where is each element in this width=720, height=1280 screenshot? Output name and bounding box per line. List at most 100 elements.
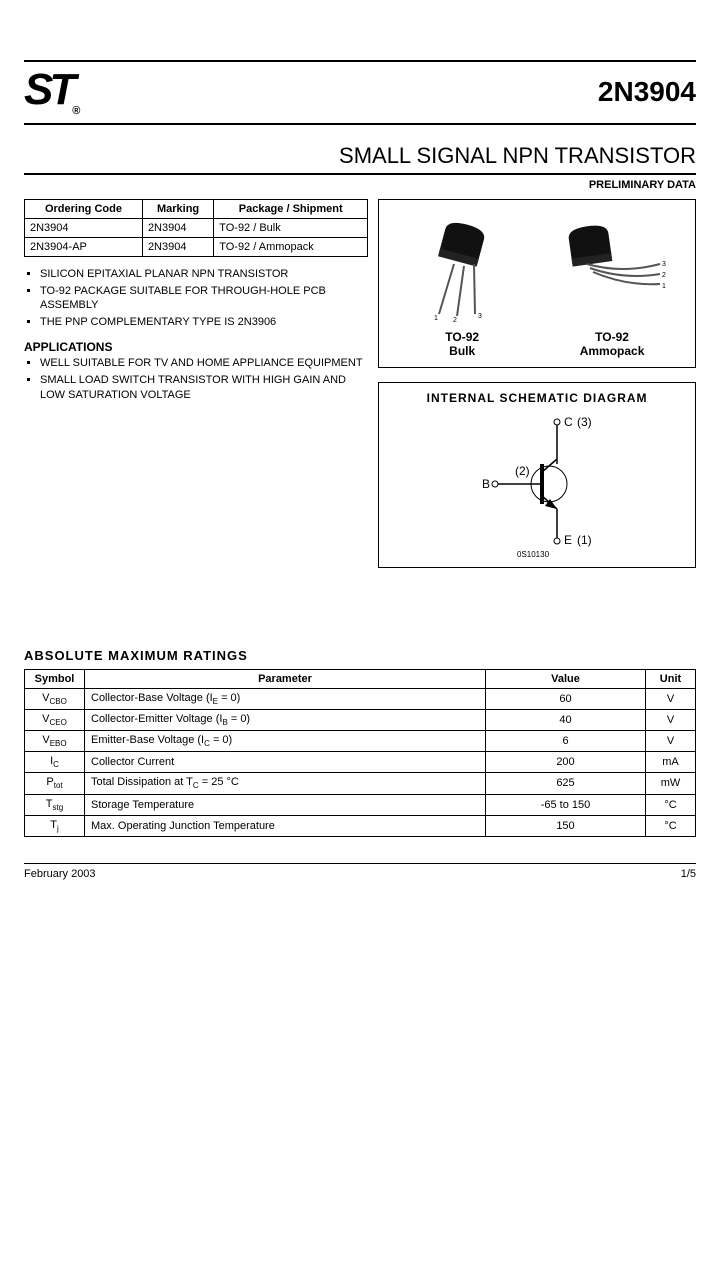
- left-column: Ordering Code Marking Package / Shipment…: [24, 199, 368, 568]
- applications-list: WELL SUITABLE FOR TV AND HOME APPLIANCE …: [24, 356, 368, 403]
- svg-text:(1): (1): [577, 533, 592, 547]
- ordering-cell: TO-92 / Bulk: [214, 218, 368, 237]
- ratings-row: TjMax. Operating Junction Temperature150…: [25, 815, 696, 836]
- footer: February 2003 1/5: [24, 863, 696, 880]
- ratings-symbol: VEBO: [25, 730, 85, 751]
- feature-item: THE PNP COMPLEMENTARY TYPE IS 2N3906: [40, 315, 368, 330]
- ratings-value: 60: [486, 688, 646, 709]
- ratings-col-symbol: Symbol: [25, 669, 85, 688]
- ratings-unit: V: [646, 709, 696, 730]
- ratings-value: -65 to 150: [486, 794, 646, 815]
- header-bottom-rule: [24, 123, 696, 125]
- ratings-block: ABSOLUTE MAXIMUM RATINGS Symbol Paramete…: [24, 648, 696, 837]
- ratings-row: PtotTotal Dissipation at TC = 25 °C625mW: [25, 773, 696, 794]
- ratings-parameter: Storage Temperature: [85, 794, 486, 815]
- ratings-parameter: Collector-Emitter Voltage (IB = 0): [85, 709, 486, 730]
- logo-text: ST: [24, 65, 72, 114]
- ordering-row: 2N3904 2N3904 TO-92 / Bulk: [25, 218, 368, 237]
- package-label: TO-92 Ammopack: [537, 330, 687, 359]
- to92-ammopack-icon: 3 2 1: [552, 214, 672, 324]
- footer-date: February 2003: [24, 868, 96, 880]
- ratings-row: VEBOEmitter-Base Voltage (IC = 0)6V: [25, 730, 696, 751]
- application-item: WELL SUITABLE FOR TV AND HOME APPLIANCE …: [40, 356, 368, 371]
- ordering-cell: TO-92 / Ammopack: [214, 237, 368, 256]
- feature-item: SILICON EPITAXIAL PLANAR NPN TRANSISTOR: [40, 267, 368, 282]
- svg-text:C: C: [564, 415, 573, 429]
- ordering-cell: 2N3904: [142, 218, 213, 237]
- ratings-row: ICCollector Current200mA: [25, 752, 696, 773]
- features-list: SILICON EPITAXIAL PLANAR NPN TRANSISTOR …: [24, 267, 368, 330]
- ratings-parameter: Collector-Base Voltage (IE = 0): [85, 688, 486, 709]
- title-block: SMALL SIGNAL NPN TRANSISTOR PRELIMINARY …: [24, 139, 696, 191]
- registered-mark: ®: [72, 105, 80, 117]
- ordering-cell: 2N3904: [25, 218, 143, 237]
- document-title: SMALL SIGNAL NPN TRANSISTOR: [24, 139, 696, 173]
- ratings-symbol: VCBO: [25, 688, 85, 709]
- schematic-title: INTERNAL SCHEMATIC DIAGRAM: [387, 391, 687, 405]
- header-block: ST® 2N3904: [24, 60, 696, 125]
- ordering-cell: 2N3904: [142, 237, 213, 256]
- ratings-title: ABSOLUTE MAXIMUM RATINGS: [24, 648, 696, 663]
- svg-text:1: 1: [662, 283, 666, 290]
- svg-text:1: 1: [434, 315, 438, 322]
- package-images: 1 2 3 TO-92 Bulk: [387, 214, 687, 359]
- schematic-box: INTERNAL SCHEMATIC DIAGRAM C (3) B (2) E…: [378, 382, 696, 568]
- ordering-col-code: Ordering Code: [25, 199, 143, 218]
- st-logo: ST®: [24, 68, 80, 117]
- ratings-parameter: Collector Current: [85, 752, 486, 773]
- ordering-row: 2N3904-AP 2N3904 TO-92 / Ammopack: [25, 237, 368, 256]
- ordering-col-package: Package / Shipment: [214, 199, 368, 218]
- ratings-unit: °C: [646, 815, 696, 836]
- ratings-row: TstgStorage Temperature-65 to 150°C: [25, 794, 696, 815]
- svg-text:2: 2: [662, 272, 666, 279]
- footer-page: 1/5: [681, 868, 696, 880]
- ratings-symbol: Ptot: [25, 773, 85, 794]
- ratings-unit: mW: [646, 773, 696, 794]
- ratings-value: 150: [486, 815, 646, 836]
- ratings-unit: mA: [646, 752, 696, 773]
- ordering-col-marking: Marking: [142, 199, 213, 218]
- package-ammopack: 3 2 1 TO-92 Ammopack: [537, 214, 687, 359]
- svg-text:3: 3: [478, 313, 482, 320]
- ratings-value: 200: [486, 752, 646, 773]
- main-columns: Ordering Code Marking Package / Shipment…: [24, 199, 696, 568]
- package-bulk: 1 2 3 TO-92 Bulk: [387, 214, 537, 359]
- ratings-col-parameter: Parameter: [85, 669, 486, 688]
- svg-text:2: 2: [453, 317, 457, 324]
- svg-text:(2): (2): [515, 464, 530, 478]
- svg-text:(3): (3): [577, 415, 592, 429]
- feature-item: TO-92 PACKAGE SUITABLE FOR THROUGH-HOLE …: [40, 284, 368, 314]
- ordering-header-row: Ordering Code Marking Package / Shipment: [25, 199, 368, 218]
- svg-text:B: B: [482, 477, 490, 491]
- ratings-row: VCBOCollector-Base Voltage (IE = 0)60V: [25, 688, 696, 709]
- ratings-value: 40: [486, 709, 646, 730]
- to92-bulk-icon: 1 2 3: [407, 214, 517, 324]
- ordering-cell: 2N3904-AP: [25, 237, 143, 256]
- ratings-symbol: Tstg: [25, 794, 85, 815]
- ratings-parameter: Max. Operating Junction Temperature: [85, 815, 486, 836]
- applications-heading: APPLICATIONS: [24, 340, 368, 354]
- application-item: SMALL LOAD SWITCH TRANSISTOR WITH HIGH G…: [40, 373, 368, 403]
- ratings-col-unit: Unit: [646, 669, 696, 688]
- schematic-diagram: C (3) B (2) E (1) 0S10130: [427, 409, 647, 559]
- ratings-value: 625: [486, 773, 646, 794]
- header-row: ST® 2N3904: [24, 62, 696, 123]
- ratings-symbol: VCEO: [25, 709, 85, 730]
- svg-text:E: E: [564, 533, 572, 547]
- ratings-col-value: Value: [486, 669, 646, 688]
- title-rule: [24, 173, 696, 175]
- part-number: 2N3904: [598, 76, 696, 108]
- ratings-symbol: Tj: [25, 815, 85, 836]
- package-box: 1 2 3 TO-92 Bulk: [378, 199, 696, 368]
- right-column: 1 2 3 TO-92 Bulk: [378, 199, 696, 568]
- package-label: TO-92 Bulk: [387, 330, 537, 359]
- ratings-parameter: Total Dissipation at TC = 25 °C: [85, 773, 486, 794]
- ratings-row: VCEOCollector-Emitter Voltage (IB = 0)40…: [25, 709, 696, 730]
- ratings-unit: V: [646, 688, 696, 709]
- ratings-unit: V: [646, 730, 696, 751]
- ratings-symbol: IC: [25, 752, 85, 773]
- ratings-unit: °C: [646, 794, 696, 815]
- svg-text:0S10130: 0S10130: [517, 550, 550, 559]
- ordering-table: Ordering Code Marking Package / Shipment…: [24, 199, 368, 257]
- ratings-value: 6: [486, 730, 646, 751]
